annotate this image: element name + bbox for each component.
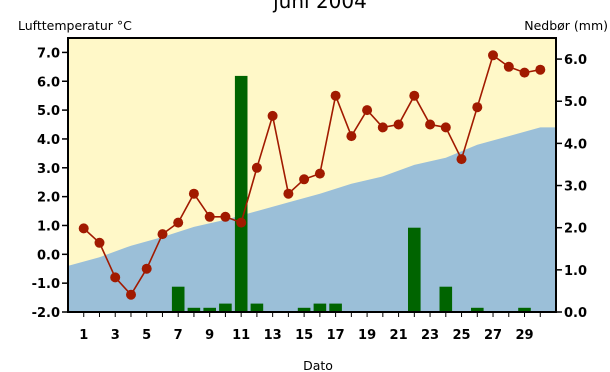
point-day-22 <box>409 90 420 101</box>
x-tick-label: 25 <box>453 328 471 343</box>
y-right-tick-label: 2.0 <box>564 222 587 237</box>
y-left-tick-label: -1.0 <box>32 277 60 292</box>
area-series <box>68 127 556 313</box>
bar-day-22 <box>408 227 421 312</box>
bar-day-15 <box>297 307 311 312</box>
x-tick-label: 17 <box>327 328 345 343</box>
point-day-19 <box>362 105 373 116</box>
point-day-6 <box>157 229 168 240</box>
y-left-tick-label: 4.0 <box>37 133 60 148</box>
point-day-4 <box>126 289 136 300</box>
y-right-tick-label: 3.0 <box>564 180 587 195</box>
x-tick-label: 9 <box>205 328 214 343</box>
bar-day-7 <box>171 286 185 312</box>
temperature-line <box>83 53 541 297</box>
x-tick-label: 29 <box>515 328 533 343</box>
x-tick-label: 15 <box>295 328 313 343</box>
bar-day-11 <box>234 75 248 313</box>
x-tick-label: 27 <box>484 328 502 343</box>
y-left-tick-label: 1.0 <box>37 219 60 234</box>
x-tick-label: 3 <box>111 328 120 343</box>
point-day-29 <box>519 67 530 78</box>
point-day-10 <box>220 211 231 222</box>
y-left-tick-label: 5.0 <box>37 104 60 119</box>
point-day-5 <box>141 263 152 274</box>
y-right-tick-label: 0.0 <box>564 306 587 321</box>
y-left-tick-label: 2.0 <box>37 191 60 206</box>
y-right-tick-label: 1.0 <box>564 264 587 279</box>
point-day-11 <box>236 217 247 228</box>
x-tick-label: 1 <box>79 328 88 343</box>
y-left-tick-label: -2.0 <box>32 306 60 321</box>
y-left-tick-label: 6.0 <box>37 75 60 90</box>
point-day-9 <box>204 211 215 222</box>
y-axis-right-label: Nedbør (mm) <box>524 18 608 33</box>
point-day-28 <box>503 61 514 72</box>
bar-day-16 <box>313 303 327 312</box>
x-tick-label: 11 <box>232 328 250 343</box>
point-day-13 <box>267 110 278 121</box>
plot-layer <box>67 37 557 313</box>
point-day-23 <box>425 119 436 130</box>
point-day-3 <box>110 272 121 283</box>
bar-day-8 <box>187 307 201 312</box>
y-right-tick-label: 6.0 <box>564 53 587 68</box>
bar-day-12 <box>250 303 264 312</box>
point-day-27 <box>488 50 498 61</box>
y-left-tick-label: 7.0 <box>37 46 60 61</box>
point-day-12 <box>251 162 262 173</box>
x-tick-label: 21 <box>390 328 408 343</box>
y-left-tick-label: 0.0 <box>37 248 60 263</box>
x-tick-label: 7 <box>174 328 183 343</box>
x-tick-label: 13 <box>264 328 282 343</box>
line-series <box>78 50 546 300</box>
bar-day-24 <box>439 286 453 312</box>
point-day-16 <box>314 168 325 179</box>
axes-layer: -2.0 -1.0 0.0 1.0 2.0 3.0 4.0 5.0 6.0 7.0 0.0 1.0 2.… <box>32 46 587 343</box>
point-day-15 <box>299 174 310 185</box>
x-tick-label: 23 <box>421 328 439 343</box>
point-day-1 <box>78 223 89 234</box>
bar-series <box>171 75 531 313</box>
point-day-26 <box>472 102 483 113</box>
point-day-21 <box>393 119 404 130</box>
bar-day-29 <box>518 307 531 312</box>
point-day-14 <box>283 188 294 199</box>
bar-day-17 <box>329 303 342 312</box>
point-day-17 <box>330 90 341 101</box>
bar-day-10 <box>219 303 232 312</box>
bar-day-9 <box>203 307 216 312</box>
plot-frame <box>67 37 557 313</box>
point-day-30 <box>535 64 546 75</box>
point-day-24 <box>440 122 451 133</box>
y-left-tick-label: 3.0 <box>37 162 60 177</box>
chart-title: juni 2004 <box>272 0 367 13</box>
y-right-tick-label: 4.0 <box>564 137 587 152</box>
x-tick-label: 19 <box>358 328 376 343</box>
point-day-25 <box>456 154 467 165</box>
bar-day-26 <box>471 307 484 312</box>
x-tick-label: 5 <box>142 328 151 343</box>
point-day-8 <box>188 188 199 199</box>
point-day-18 <box>346 131 357 142</box>
point-day-20 <box>377 122 388 133</box>
x-axis-label: Dato <box>303 358 333 372</box>
y-axis-left-label: Lufttemperatur °C <box>18 18 132 33</box>
point-day-7 <box>173 217 184 228</box>
point-day-2 <box>94 237 105 248</box>
y-right-tick-label: 5.0 <box>564 95 587 110</box>
